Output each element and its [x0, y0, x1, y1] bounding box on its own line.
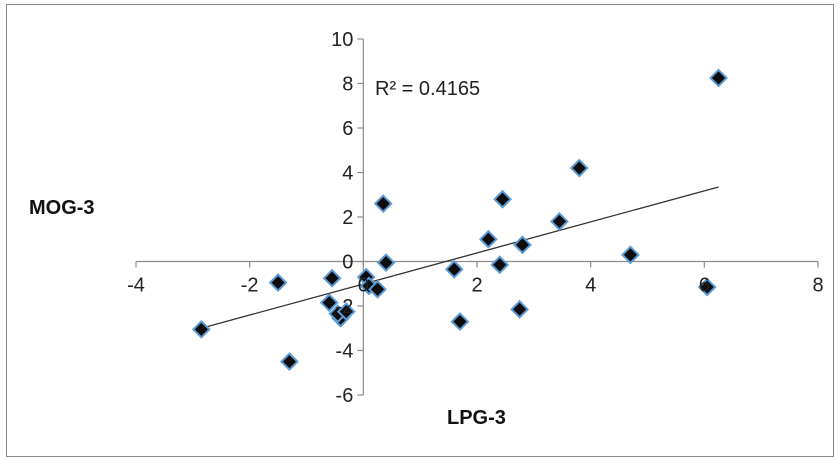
data-point [510, 299, 530, 319]
x-tick-label: -4 [127, 275, 145, 297]
y-tick-label: 6 [342, 118, 353, 140]
r-squared-annotation: R² = 0.4165 [375, 78, 480, 100]
y-tick-label: 4 [342, 163, 353, 185]
data-point [490, 255, 510, 275]
data-point [493, 189, 512, 209]
data-point [621, 245, 640, 265]
data-point [569, 158, 589, 178]
data-point [322, 268, 342, 288]
data-point [319, 293, 339, 313]
y-tick-label: -2 [336, 296, 354, 318]
data-point [336, 302, 356, 321]
x-tick-label: 8 [812, 275, 823, 297]
y-tick-label: -4 [336, 341, 354, 363]
x-tick-label: -2 [241, 275, 259, 297]
y-tick-label: 0 [342, 252, 353, 274]
axes [135, 38, 819, 396]
y-tick-label: 2 [342, 207, 353, 229]
data-point [549, 212, 569, 231]
y-tick-label: -6 [336, 385, 354, 407]
y-tick-label: 10 [331, 29, 353, 51]
data-point [450, 312, 470, 331]
data-point [478, 229, 498, 249]
x-tick-label: 2 [471, 275, 482, 297]
y-tick-label: 8 [342, 74, 353, 96]
x-tick-label: 0 [358, 275, 369, 297]
data-point [268, 273, 288, 293]
x-axis-title: LPG-3 [447, 407, 506, 429]
x-tick-label: 6 [699, 275, 710, 297]
data-point [280, 352, 299, 372]
data-point [513, 235, 532, 255]
x-tick-label: 4 [585, 275, 596, 297]
trendline [201, 186, 719, 329]
data-point [709, 68, 728, 88]
data-point [444, 259, 464, 279]
data-point [697, 277, 717, 297]
trendline-group [201, 186, 719, 329]
data-point [191, 319, 211, 339]
chart-frame: -4 -2 0 2 4 6 8 -6 -4 -2 0 2 4 6 8 10 R² = 0.4165 MOG-3… [6, 4, 834, 457]
data-points [191, 68, 728, 372]
data-point [368, 279, 387, 299]
y-axis-title: MOG-3 [29, 197, 95, 219]
data-point [373, 194, 393, 214]
data-point [376, 253, 396, 273]
